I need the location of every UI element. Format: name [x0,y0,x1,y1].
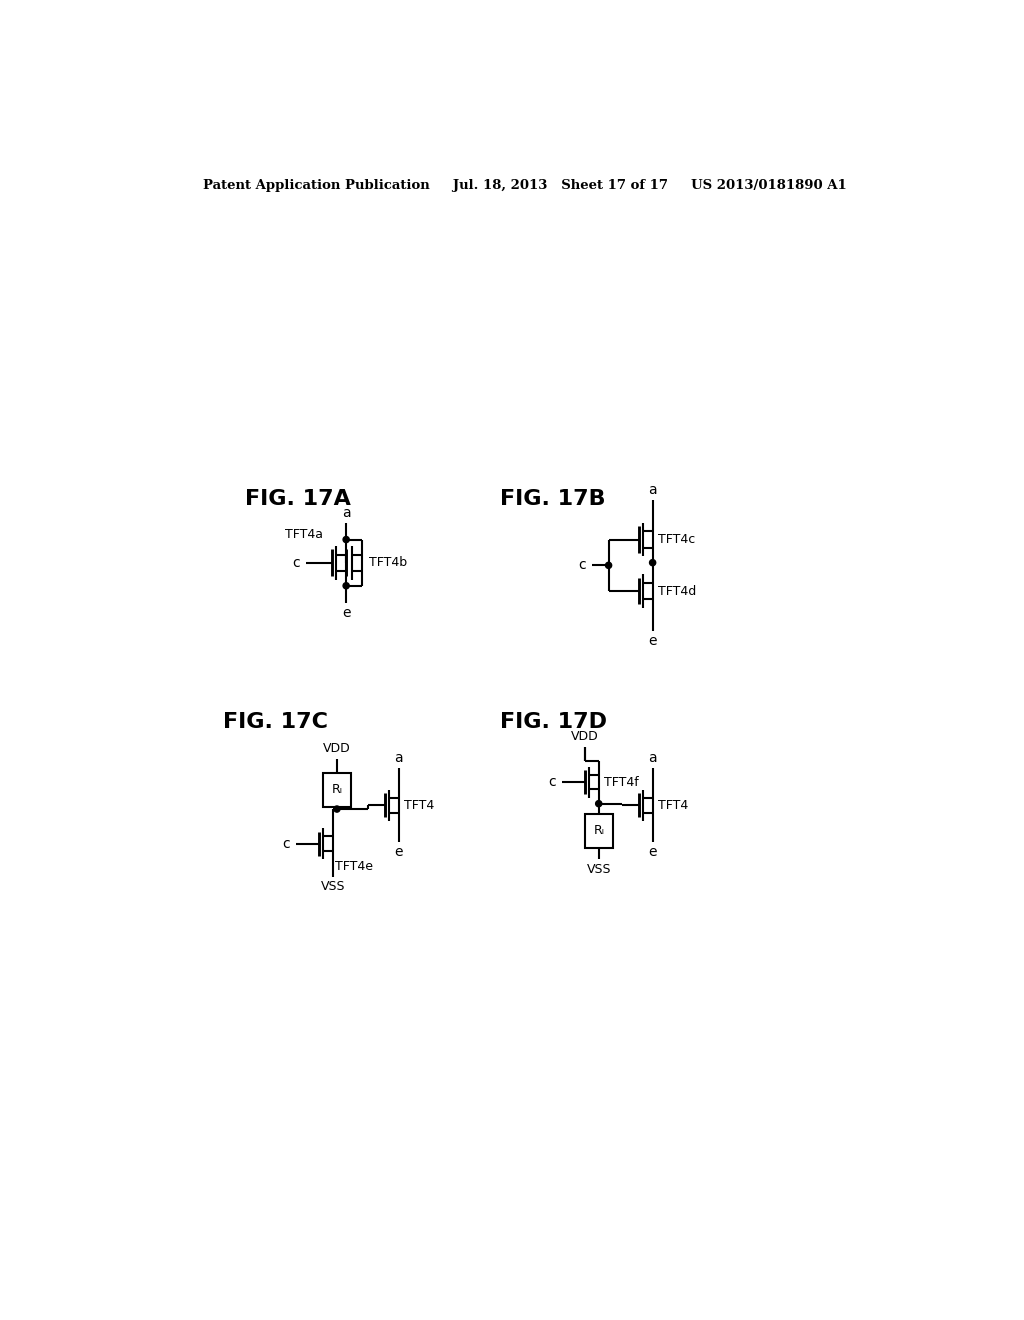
Text: c: c [292,556,300,570]
Text: TFT4: TFT4 [658,799,688,812]
Text: TFT4d: TFT4d [658,585,696,598]
Bar [585,813,612,847]
Text: TFT4: TFT4 [403,799,434,812]
Text: TFT4c: TFT4c [658,533,695,546]
Circle shape [343,582,349,589]
Text: a: a [342,506,350,520]
Text: FIG. 17C: FIG. 17C [223,711,328,733]
Text: e: e [648,845,656,859]
Bar [323,774,351,807]
Text: c: c [548,775,556,789]
Circle shape [334,807,340,812]
Text: Rₗ: Rₗ [593,824,604,837]
Text: Patent Application Publication     Jul. 18, 2013   Sheet 17 of 17     US 2013/01: Patent Application Publication Jul. 18, … [203,178,847,191]
Text: c: c [578,558,586,573]
Text: FIG. 17D: FIG. 17D [500,711,607,733]
Text: FIG. 17B: FIG. 17B [500,488,606,508]
Text: a: a [648,483,657,496]
Text: FIG. 17A: FIG. 17A [245,488,350,508]
Circle shape [596,800,602,807]
Text: TFT4f: TFT4f [604,776,639,788]
Circle shape [649,560,655,566]
Text: VSS: VSS [587,862,611,875]
Text: VDD: VDD [571,730,599,743]
Text: TFT4a: TFT4a [285,528,323,541]
Text: e: e [648,634,656,648]
Circle shape [605,562,611,569]
Text: a: a [394,751,402,766]
Text: VSS: VSS [321,880,345,894]
Text: VDD: VDD [323,742,351,755]
Text: e: e [394,845,402,859]
Text: c: c [283,837,290,850]
Text: Rₗ: Rₗ [332,783,342,796]
Circle shape [343,536,349,543]
Text: e: e [342,606,350,619]
Text: a: a [648,751,657,766]
Text: TFT4b: TFT4b [370,556,408,569]
Text: TFT4e: TFT4e [335,861,373,874]
